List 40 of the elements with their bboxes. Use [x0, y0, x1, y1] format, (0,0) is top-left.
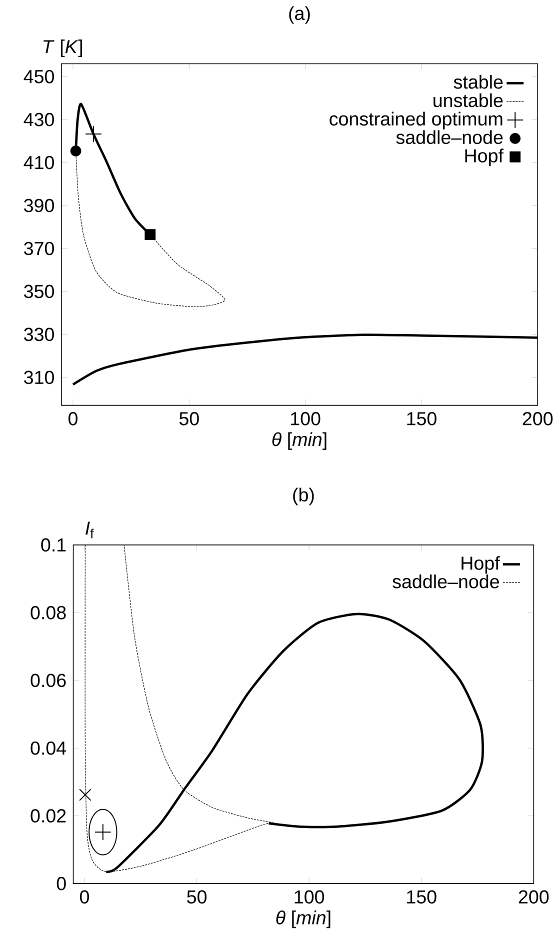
y-tick-label: 0.02	[30, 809, 66, 823]
x-tick-label: 100	[291, 412, 320, 426]
x-tick-label: 200	[519, 890, 549, 904]
x-tick-label: 0	[68, 412, 78, 426]
x-tick-label: 100	[295, 890, 324, 904]
y-tick-label: 350	[24, 284, 54, 298]
legend-label: Hopf	[462, 556, 500, 574]
y-axis-title: I$_{f}$	[86, 522, 94, 538]
y-tick-label: 370	[24, 242, 54, 256]
y-axis-title: T [K]	[44, 40, 82, 58]
x-tick-label: 150	[407, 412, 437, 426]
y-tick-label: 430	[24, 112, 54, 126]
legend-label: saddle–node	[392, 574, 500, 588]
y-tick-label: 450	[24, 70, 54, 84]
y-tick-label: 0	[57, 876, 66, 890]
chart-title: (a)	[289, 6, 310, 24]
x-axis-title: θ [min]	[272, 432, 326, 450]
x-tick-label: 150	[407, 890, 437, 904]
y-tick-label: 0.08	[30, 606, 66, 620]
y-tick-label: 330	[24, 328, 54, 342]
y-tick-label: 0.04	[30, 741, 66, 755]
x-tick-label: 50	[187, 890, 207, 904]
y-tick-label: 0.1	[41, 538, 66, 552]
legend-label: unstable	[434, 93, 503, 108]
point	[70, 146, 82, 156]
y-tick-label: 310	[24, 370, 54, 384]
y-tick-label: 0.06	[30, 674, 66, 688]
point	[144, 229, 156, 240]
x-axis-title: θ [min]	[276, 910, 330, 928]
y-tick-label: 390	[24, 198, 54, 212]
legend-label: stable	[454, 74, 503, 89]
chart-title: (b)	[293, 488, 314, 506]
legend-label: Hopf	[465, 148, 504, 166]
legend-label: constrained optimum	[330, 112, 502, 130]
x-tick-label: 50	[180, 412, 200, 426]
legend-label: saddle–node	[396, 130, 503, 144]
y-tick-label: 410	[24, 156, 54, 170]
x-tick-label: 0	[80, 890, 90, 904]
x-tick-label: 200	[523, 412, 553, 426]
point	[85, 126, 102, 142]
